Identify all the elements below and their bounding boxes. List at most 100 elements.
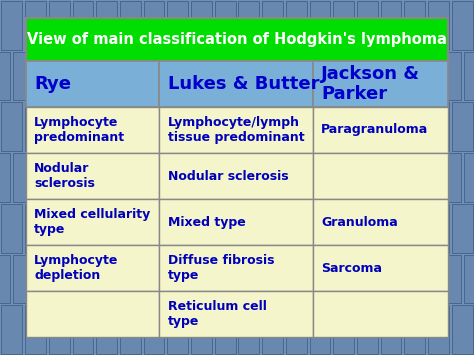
Bar [215, 204, 236, 252]
Bar [144, 103, 164, 151]
Bar [96, 1, 117, 50]
Text: View of main classification of Hodgkin's lymphoma: View of main classification of Hodgkin's… [27, 32, 447, 47]
Bar [132, 255, 153, 303]
Bar [274, 153, 295, 202]
Bar [440, 255, 461, 303]
Bar [159, 291, 313, 337]
Bar [26, 291, 159, 337]
Bar [310, 305, 330, 354]
Bar [313, 199, 448, 245]
Bar [1, 305, 22, 354]
Bar [404, 1, 425, 50]
Bar [369, 52, 390, 100]
Text: Mixed cellularity
type: Mixed cellularity type [34, 208, 150, 236]
Bar [452, 1, 473, 50]
Bar [250, 153, 271, 202]
Bar [1, 103, 22, 151]
Bar [321, 255, 342, 303]
Bar [381, 1, 401, 50]
Bar [84, 52, 105, 100]
Text: Mixed type: Mixed type [168, 215, 246, 229]
Bar [392, 52, 413, 100]
Bar [452, 204, 473, 252]
Bar [179, 153, 200, 202]
Bar [262, 305, 283, 354]
Bar [1, 1, 22, 50]
Bar [215, 103, 236, 151]
Bar [132, 52, 153, 100]
Bar [381, 103, 401, 151]
Text: Rye: Rye [34, 75, 71, 93]
Bar [333, 204, 354, 252]
Bar [310, 1, 330, 50]
Bar [416, 52, 437, 100]
Bar [321, 52, 342, 100]
Bar [144, 204, 164, 252]
Bar [167, 103, 188, 151]
Bar [25, 103, 46, 151]
Bar [428, 1, 449, 50]
Bar [416, 153, 437, 202]
Bar [215, 305, 236, 354]
Bar [84, 153, 105, 202]
Text: Nodular sclerosis: Nodular sclerosis [168, 170, 289, 182]
Text: Paragranuloma: Paragranuloma [321, 124, 428, 136]
Bar [345, 255, 366, 303]
Bar [96, 204, 117, 252]
Bar [357, 305, 378, 354]
Bar [26, 245, 159, 291]
Bar [310, 204, 330, 252]
Bar [250, 52, 271, 100]
Bar [274, 52, 295, 100]
Bar [26, 199, 159, 245]
Bar [191, 305, 212, 354]
Bar [167, 305, 188, 354]
Bar [108, 255, 129, 303]
Bar [369, 153, 390, 202]
Bar [120, 1, 141, 50]
Text: Lymphocyte/lymph
tissue predominant: Lymphocyte/lymph tissue predominant [168, 116, 305, 144]
Bar [179, 255, 200, 303]
Bar [155, 255, 176, 303]
Bar [179, 52, 200, 100]
Bar [428, 305, 449, 354]
Bar [49, 305, 70, 354]
Text: Reticulum cell
type: Reticulum cell type [168, 300, 267, 328]
Bar [61, 153, 82, 202]
Bar [26, 18, 448, 61]
Bar [73, 1, 93, 50]
Bar [37, 153, 58, 202]
Bar [191, 1, 212, 50]
Bar [159, 199, 313, 245]
Bar [159, 107, 313, 153]
Bar [49, 204, 70, 252]
Bar [159, 245, 313, 291]
Bar [250, 255, 271, 303]
Bar [120, 204, 141, 252]
Bar [404, 305, 425, 354]
Bar [313, 61, 448, 107]
Bar [298, 255, 319, 303]
Bar [452, 103, 473, 151]
Bar [286, 1, 307, 50]
Bar [428, 103, 449, 151]
Bar [238, 305, 259, 354]
Bar [13, 153, 34, 202]
Bar [0, 153, 10, 202]
Bar [0, 52, 10, 100]
Bar [452, 305, 473, 354]
Bar [238, 204, 259, 252]
Bar [238, 1, 259, 50]
Bar [49, 1, 70, 50]
Text: Lymphocyte
predominant: Lymphocyte predominant [34, 116, 124, 144]
Bar [313, 291, 448, 337]
Bar [333, 1, 354, 50]
Bar [274, 255, 295, 303]
Bar [61, 52, 82, 100]
Bar [73, 103, 93, 151]
Bar [381, 204, 401, 252]
Text: Lukes & Butter: Lukes & Butter [168, 75, 319, 93]
Bar [96, 103, 117, 151]
Bar [262, 1, 283, 50]
Bar [238, 103, 259, 151]
